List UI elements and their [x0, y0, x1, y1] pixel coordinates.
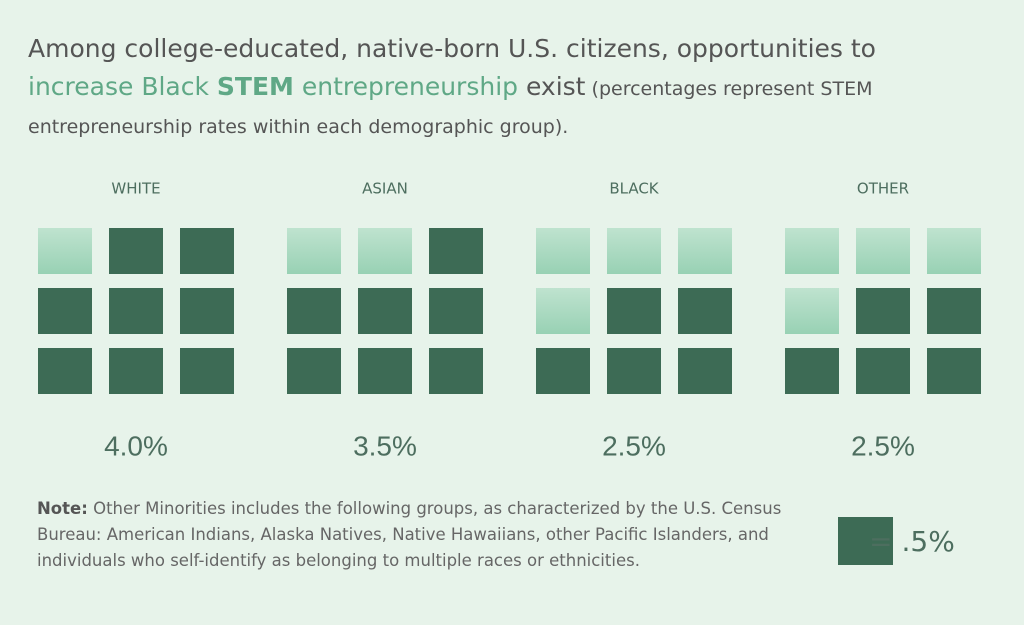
empty-cell — [607, 228, 661, 274]
filled-cell — [429, 288, 483, 334]
note-label: Note: — [37, 499, 88, 518]
empty-cell — [287, 228, 341, 274]
empty-cell — [358, 228, 412, 274]
category-label: WHITE — [111, 180, 160, 198]
filled-cell — [785, 348, 839, 394]
filled-cell — [180, 288, 234, 334]
title-highlight: increase Black — [28, 72, 217, 101]
empty-cell — [785, 228, 839, 274]
category-label: ASIAN — [362, 180, 408, 198]
filled-cell — [678, 348, 732, 394]
filled-cell — [607, 348, 661, 394]
filled-cell — [180, 228, 234, 274]
value-label: 2.5% — [602, 430, 666, 461]
filled-cell — [536, 348, 590, 394]
filled-cell — [38, 348, 92, 394]
filled-cell — [109, 228, 163, 274]
empty-cell — [38, 228, 92, 274]
empty-cell — [678, 228, 732, 274]
empty-cell — [785, 288, 839, 334]
filled-cell — [358, 288, 412, 334]
filled-cell — [856, 348, 910, 394]
value-label: 3.5% — [353, 430, 417, 461]
legend-label: = .5% — [869, 525, 955, 558]
legend-swatch — [838, 517, 893, 565]
filled-cell — [287, 348, 341, 394]
filled-cell — [109, 288, 163, 334]
note-text: Other Minorities includes the following … — [37, 499, 782, 570]
filled-cell — [607, 288, 661, 334]
filled-cell — [180, 348, 234, 394]
category-label: BLACK — [609, 180, 659, 198]
empty-cell — [536, 228, 590, 274]
title-text: exist — [518, 72, 586, 101]
category-label: OTHER — [857, 180, 909, 198]
value-label: 4.0% — [104, 430, 168, 461]
filled-cell — [429, 348, 483, 394]
value-label: 2.5% — [851, 430, 915, 461]
filled-cell — [429, 228, 483, 274]
filled-cell — [678, 288, 732, 334]
filled-cell — [927, 348, 981, 394]
note: Note: Other Minorities includes the foll… — [37, 496, 807, 574]
empty-cell — [536, 288, 590, 334]
filled-cell — [358, 348, 412, 394]
title-highlight: STEM — [216, 72, 294, 101]
title-subtext: (percentages represent STEM entrepreneur… — [28, 78, 873, 138]
chart-title: Among college-educated, native-born U.S.… — [28, 30, 988, 144]
title-text: Among college-educated, native-born U.S.… — [28, 34, 876, 63]
filled-cell — [38, 288, 92, 334]
filled-cell — [927, 288, 981, 334]
filled-cell — [856, 288, 910, 334]
empty-cell — [927, 228, 981, 274]
filled-cell — [109, 348, 163, 394]
title-highlight: entrepreneurship — [293, 72, 519, 101]
empty-cell — [856, 228, 910, 274]
filled-cell — [287, 288, 341, 334]
